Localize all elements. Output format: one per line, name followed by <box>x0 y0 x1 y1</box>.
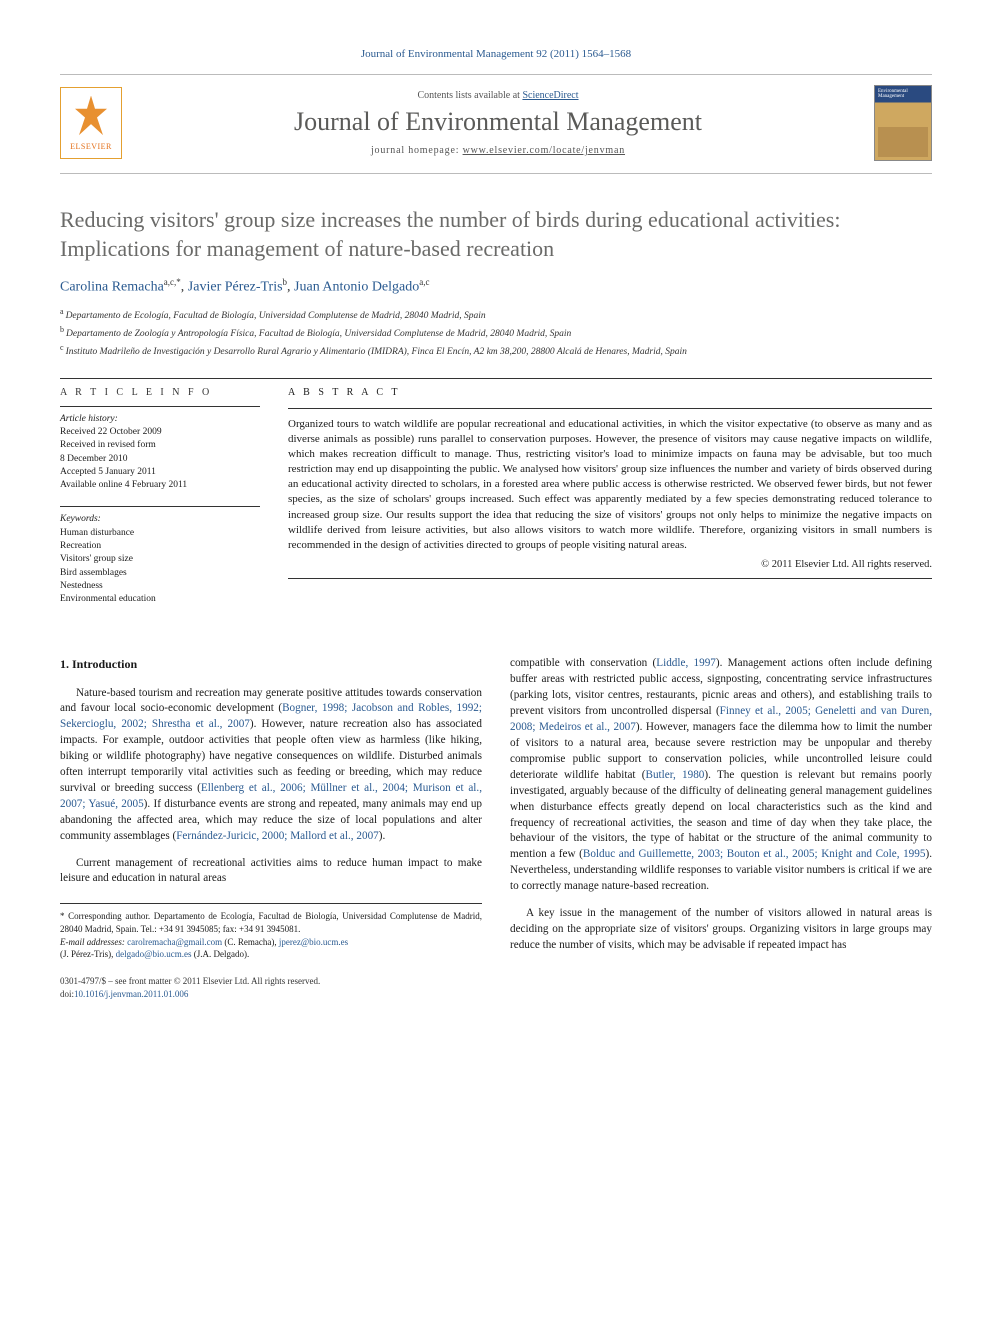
homepage-prefix: journal homepage: <box>371 145 463 156</box>
emails-label: E-mail addresses: <box>60 937 125 947</box>
elsevier-logo[interactable]: ELSEVIER <box>60 87 122 159</box>
affiliation-row: aDepartamento de Ecología, Facultad de B… <box>60 306 932 324</box>
keyword: Environmental education <box>60 593 260 606</box>
keyword: Recreation <box>60 540 260 553</box>
body-paragraph: Nature-based tourism and recreation may … <box>60 686 482 845</box>
body-paragraph: Current management of recreational activ… <box>60 856 482 888</box>
article-info-column: A R T I C L E I N F O Article history: R… <box>60 379 260 621</box>
article-info-heading: A R T I C L E I N F O <box>60 387 260 398</box>
affiliation-row: bDepartamento de Zoología y Antropología… <box>60 324 932 342</box>
elsevier-tree-icon <box>71 96 111 140</box>
email-link[interactable]: delgado@bio.ucm.es <box>116 949 192 959</box>
history-head: Article history: <box>60 413 260 426</box>
email-who: (J. Pérez-Tris) <box>60 949 111 959</box>
divider <box>288 578 932 579</box>
author-affil-sup: a,c <box>419 277 429 287</box>
homepage-link[interactable]: www.elsevier.com/locate/jenvman <box>463 145 625 156</box>
doi-link[interactable]: 10.1016/j.jenvman.2011.01.006 <box>74 989 188 999</box>
body-column-right: compatible with conservation (Liddle, 19… <box>510 656 932 1000</box>
author-list: Carolina Remachaa,c,*, Javier Pérez-Tris… <box>60 277 932 296</box>
body-paragraph: compatible with conservation (Liddle, 19… <box>510 656 932 895</box>
email-addresses: E-mail addresses: carolremacha@gmail.com… <box>60 936 482 961</box>
elsevier-logo-text: ELSEVIER <box>70 142 112 151</box>
author-link[interactable]: Carolina Remacha <box>60 280 164 295</box>
history-line: 8 December 2010 <box>60 453 260 466</box>
contents-prefix: Contents lists available at <box>417 90 522 101</box>
page-root: Journal of Environmental Management 92 (… <box>0 0 992 1040</box>
author-link[interactable]: Juan Antonio Delgado <box>294 280 419 295</box>
keyword: Human disturbance <box>60 527 260 540</box>
keyword: Visitors' group size <box>60 553 260 566</box>
abstract-column: A B S T R A C T Organized tours to watch… <box>288 379 932 621</box>
abstract-heading: A B S T R A C T <box>288 387 932 398</box>
keywords-block: Keywords: Human disturbance Recreation V… <box>60 513 260 606</box>
doi-line: doi:10.1016/j.jenvman.2011.01.006 <box>60 988 320 1001</box>
history-line: Received 22 October 2009 <box>60 426 260 439</box>
email-link[interactable]: jperez@bio.ucm.es <box>279 937 348 947</box>
bottom-left: 0301-4797/$ – see front matter © 2011 El… <box>60 975 320 1001</box>
abstract-text: Organized tours to watch wildlife are po… <box>288 417 932 554</box>
article-history-block: Article history: Received 22 October 200… <box>60 413 260 493</box>
keyword: Bird assemblages <box>60 567 260 580</box>
email-who: (C. Remacha) <box>224 937 274 947</box>
history-line: Received in revised form <box>60 439 260 452</box>
history-line: Available online 4 February 2011 <box>60 479 260 492</box>
divider <box>60 506 260 507</box>
author-affil-sup: a,c,* <box>164 277 181 287</box>
keyword: Nestedness <box>60 580 260 593</box>
bottom-bar: 0301-4797/$ – see front matter © 2011 El… <box>60 975 482 1001</box>
contents-line: Contents lists available at ScienceDirec… <box>136 90 860 101</box>
author-affil-sup: b <box>283 277 288 287</box>
abstract-copyright: © 2011 Elsevier Ltd. All rights reserved… <box>288 559 932 570</box>
affiliations: aDepartamento de Ecología, Facultad de B… <box>60 306 932 360</box>
corresponding-author-note: * Corresponding author. Departamento de … <box>60 910 482 935</box>
body-columns: 1. Introduction Nature-based tourism and… <box>60 656 932 1000</box>
email-link[interactable]: carolremacha@gmail.com <box>127 937 222 947</box>
body-paragraph: A key issue in the management of the num… <box>510 906 932 954</box>
footnotes: * Corresponding author. Departamento de … <box>60 903 482 960</box>
journal-name: Journal of Environmental Management <box>136 107 860 137</box>
masthead: ELSEVIER Contents lists available at Sci… <box>60 74 932 174</box>
article-title: Reducing visitors' group size increases … <box>60 206 932 263</box>
keywords-head: Keywords: <box>60 513 260 526</box>
journal-cover-thumb[interactable]: EnvironmentalManagement <box>874 85 932 161</box>
email-who: (J.A. Delgado). <box>194 949 250 959</box>
author-link[interactable]: Javier Pérez-Tris <box>188 280 283 295</box>
sciencedirect-link[interactable]: ScienceDirect <box>522 90 578 101</box>
info-abstract-row: A R T I C L E I N F O Article history: R… <box>60 378 932 621</box>
section-heading: 1. Introduction <box>60 656 482 673</box>
history-line: Accepted 5 January 2011 <box>60 466 260 479</box>
masthead-center: Contents lists available at ScienceDirec… <box>136 90 860 156</box>
body-column-left: 1. Introduction Nature-based tourism and… <box>60 656 482 1000</box>
front-matter-line: 0301-4797/$ – see front matter © 2011 El… <box>60 975 320 988</box>
homepage-line: journal homepage: www.elsevier.com/locat… <box>136 145 860 156</box>
top-citation: Journal of Environmental Management 92 (… <box>60 48 932 60</box>
affiliation-row: cInstituto Madrileño de Investigación y … <box>60 342 932 360</box>
divider <box>60 406 260 407</box>
divider <box>288 408 932 409</box>
